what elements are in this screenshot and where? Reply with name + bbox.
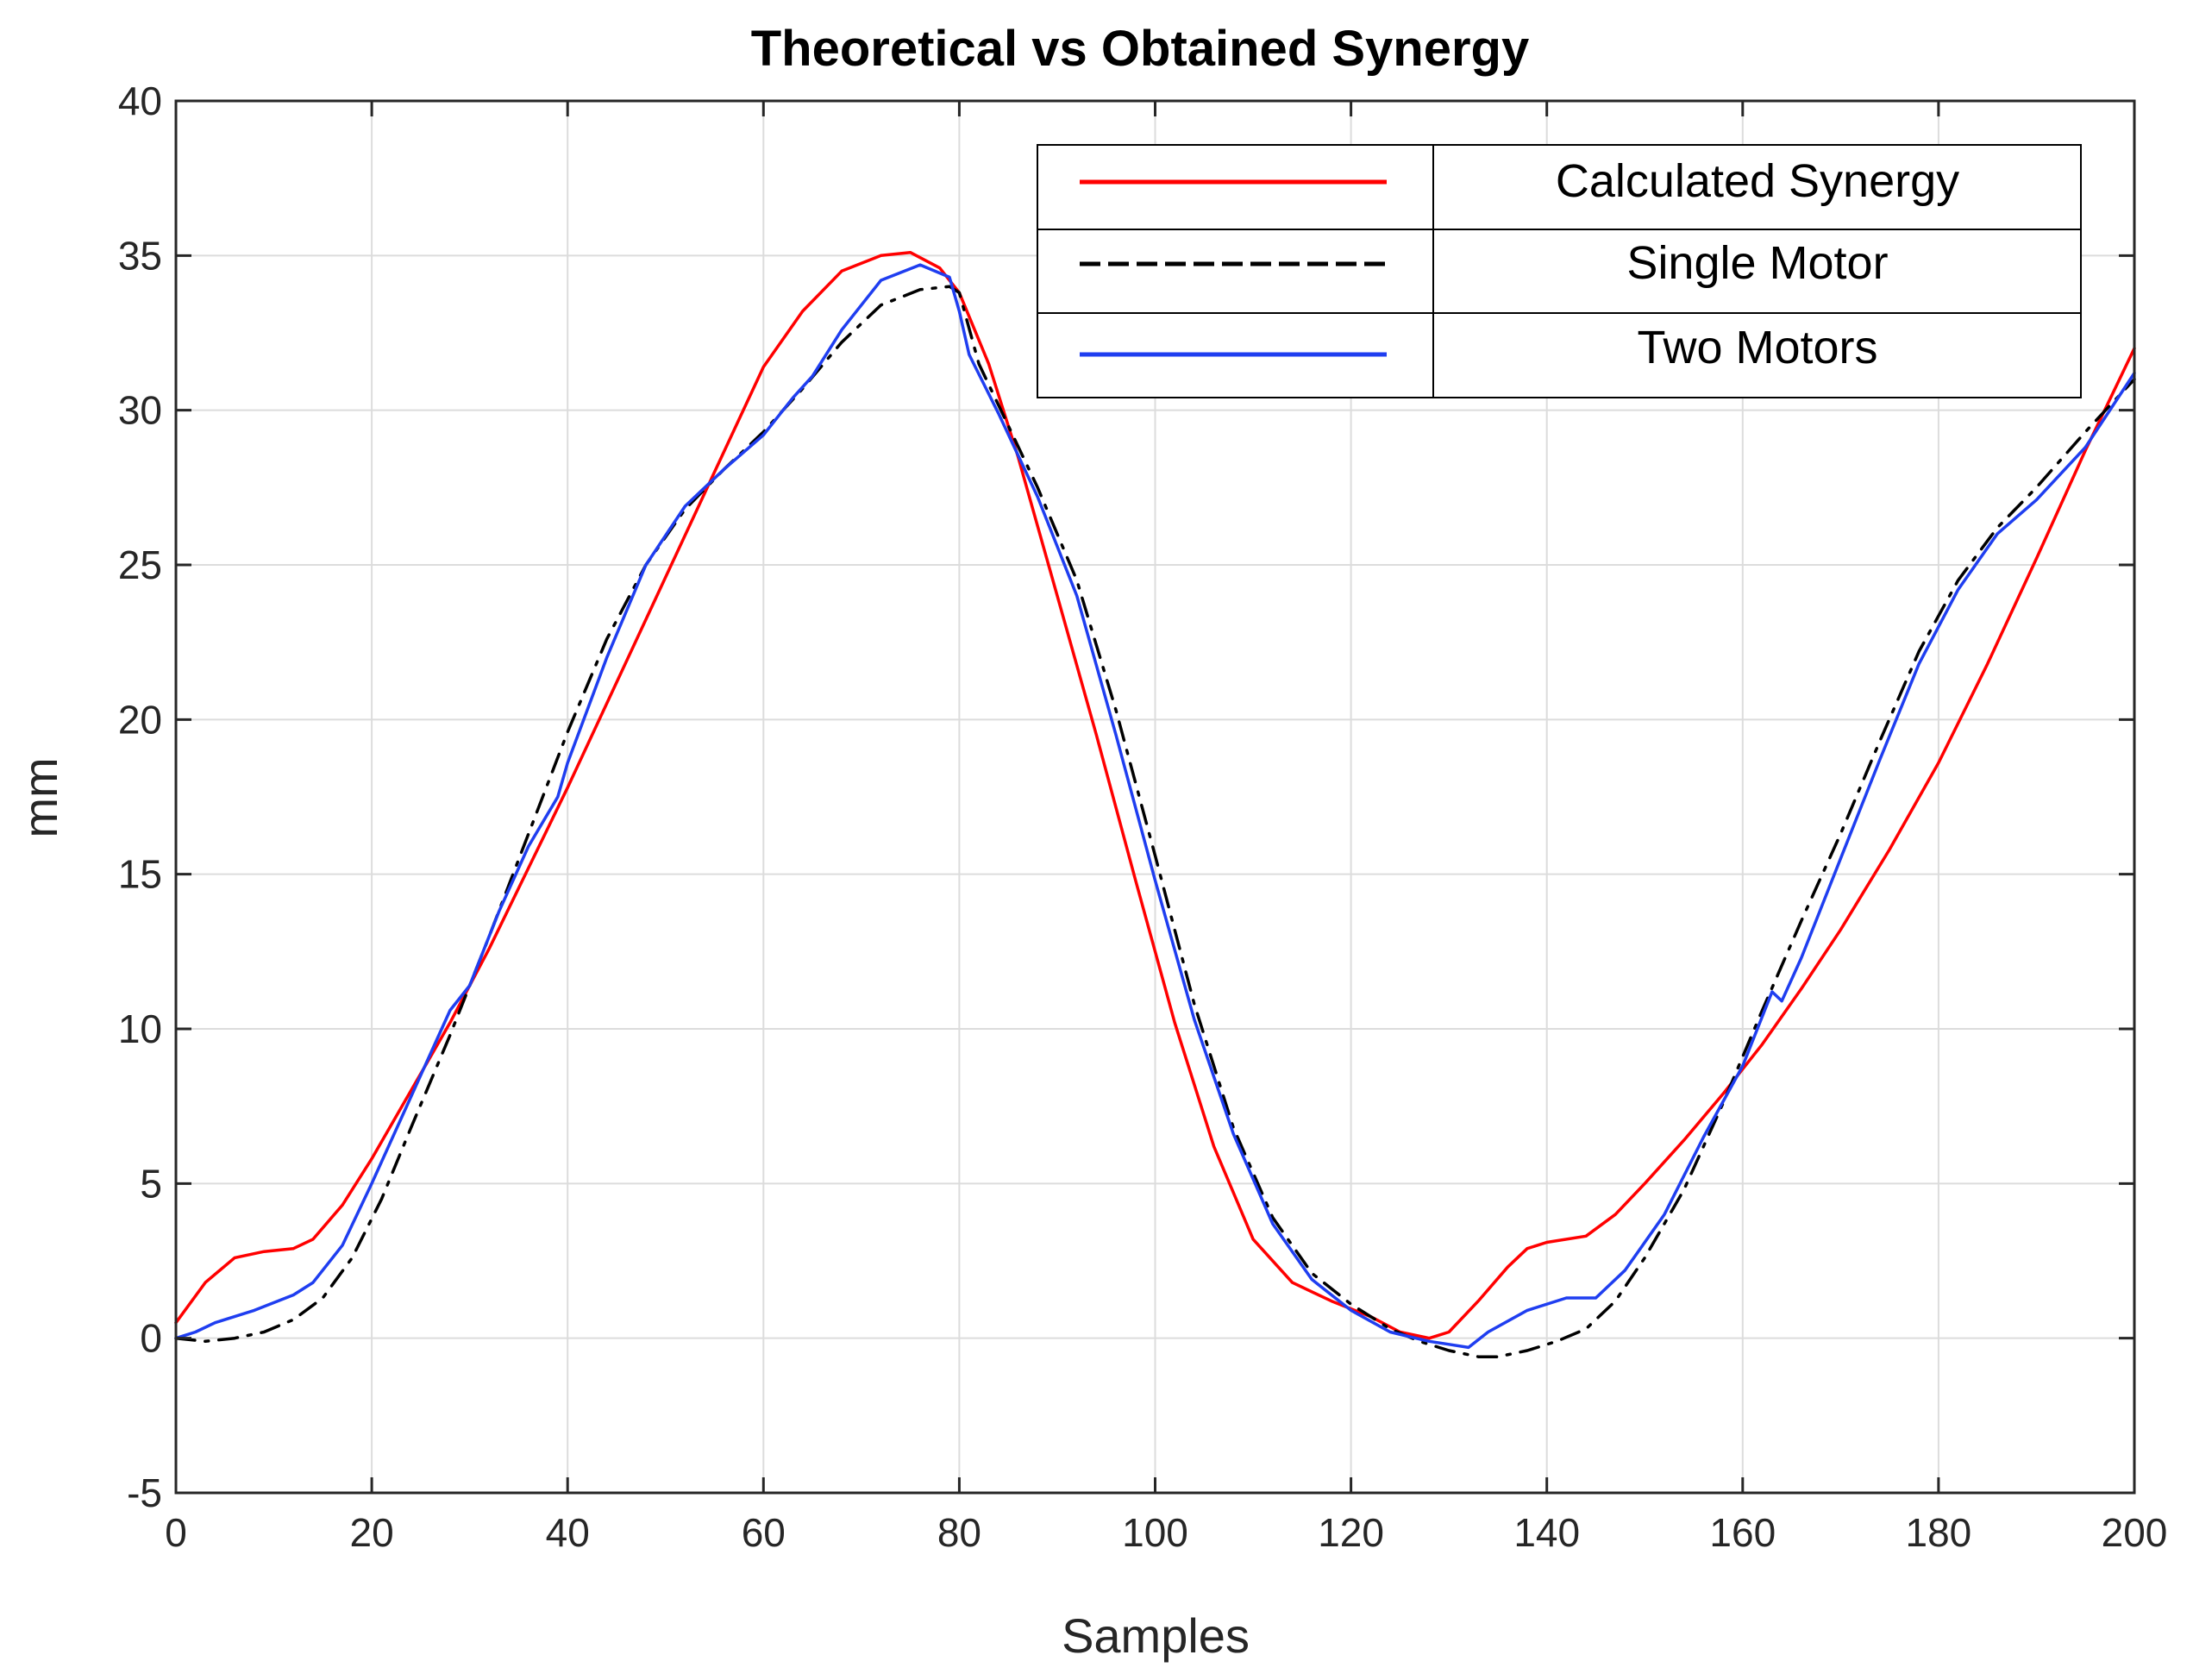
legend: Calculated Synergy Single Motor Two Moto… [1037, 144, 2082, 398]
x-tick-label: 80 [937, 1510, 981, 1555]
y-tick-label: -5 [127, 1470, 162, 1515]
data-series [174, 250, 2136, 1358]
series-line-two-motors [174, 263, 2136, 1350]
x-tick-label: 180 [1906, 1510, 1972, 1555]
y-axis-ticks: -5 0 5 10 15 20 25 30 35 40 [118, 78, 2134, 1515]
y-tick-label: 40 [118, 78, 162, 123]
legend-label-two-motors: Two Motors [1637, 322, 1877, 373]
legend-label-calculated-synergy: Calculated Synergy [1556, 155, 1959, 207]
x-tick-label: 0 [165, 1510, 187, 1555]
legend-label-single-motor: Single Motor [1626, 237, 1888, 289]
y-tick-label: 10 [118, 1006, 162, 1051]
x-tick-label: 200 [2102, 1510, 2168, 1555]
series-line-calculated-synergy [174, 250, 2136, 1340]
y-axis-label: mm [13, 757, 67, 837]
x-tick-label: 40 [546, 1510, 590, 1555]
x-tick-label: 100 [1122, 1510, 1188, 1555]
y-tick-label: 30 [118, 388, 162, 433]
x-axis-ticks: 0 20 40 60 80 100 120 140 160 180 200 [165, 101, 2167, 1555]
x-tick-label: 20 [350, 1510, 394, 1555]
y-tick-label: 0 [140, 1316, 162, 1361]
x-tick-label: 160 [1709, 1510, 1776, 1555]
y-tick-label: 15 [118, 852, 162, 897]
y-tick-label: 35 [118, 233, 162, 278]
x-tick-label: 140 [1513, 1510, 1580, 1555]
y-tick-label: 20 [118, 697, 162, 742]
x-tick-label: 60 [742, 1510, 786, 1555]
x-axis-label: Samples [1062, 1608, 1250, 1663]
y-tick-label: 25 [118, 542, 162, 587]
y-tick-label: 5 [140, 1161, 162, 1206]
x-tick-label: 120 [1318, 1510, 1384, 1555]
chart-title: Theoretical vs Obtained Synergy [751, 21, 1530, 77]
series-line-single-motor [174, 285, 2136, 1358]
